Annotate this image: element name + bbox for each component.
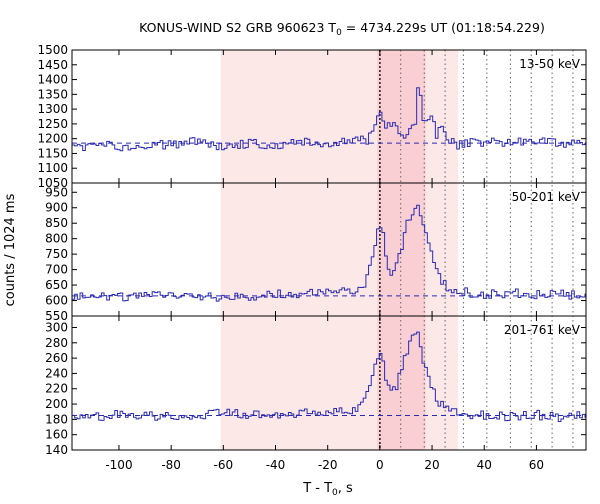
y-tick-label-2-7: 280 xyxy=(45,336,68,350)
chart-title-prefix: KONUS-WIND S2 GRB 960623 T xyxy=(139,20,336,35)
x-tick-label-8: 60 xyxy=(529,458,544,472)
chart-title: KONUS-WIND S2 GRB 960623 T0 = 4734.229s … xyxy=(139,20,545,38)
y-tick-label-1-5: 800 xyxy=(45,232,68,246)
light-curve-0 xyxy=(72,87,586,152)
x-tick-label-3: -40 xyxy=(266,458,286,472)
x-tick-label-5: 0 xyxy=(376,458,384,472)
x-axis-label-sub: 0 xyxy=(332,488,338,498)
light-curve-2 xyxy=(72,331,586,422)
x-axis-label: T - T0, s xyxy=(302,481,353,498)
y-tick-label-0-6: 1350 xyxy=(37,87,68,101)
y-tick-label-0-1: 1100 xyxy=(37,161,68,175)
y-tick-label-0-0: 1050 xyxy=(37,176,68,190)
panel-0 xyxy=(72,87,586,152)
y-tick-label-1-6: 850 xyxy=(45,216,68,230)
x-tick-label-6: 20 xyxy=(424,458,439,472)
y-tick-label-0-8: 1450 xyxy=(37,58,68,72)
y-axis-label: counts / 1024 ms xyxy=(3,193,18,306)
y-tick-label-1-3: 700 xyxy=(45,263,68,277)
y-tick-label-0-7: 1400 xyxy=(37,73,68,87)
panel-2 xyxy=(72,331,586,422)
panel-1 xyxy=(72,204,586,302)
y-tick-label-1-4: 750 xyxy=(45,247,68,261)
panel-label-0: 13-50 keV xyxy=(519,57,581,71)
panels xyxy=(72,87,586,422)
y-tick-label-2-5: 240 xyxy=(45,366,68,380)
y-tick-label-1-7: 900 xyxy=(45,201,68,215)
y-tick-label-0-2: 1150 xyxy=(37,146,68,160)
y-tick-label-1-2: 650 xyxy=(45,278,68,292)
shaded-regions xyxy=(220,50,459,450)
chart-title-suffix: = 4734.229s UT (01:18:54.229) xyxy=(342,20,545,35)
y-tick-label-2-1: 160 xyxy=(45,428,68,442)
y-tick-label-0-9: 1500 xyxy=(37,43,68,57)
y-tick-label-0-3: 1200 xyxy=(37,132,68,146)
y-tick-label-0-4: 1250 xyxy=(37,117,68,131)
y-tick-label-2-0: 140 xyxy=(45,443,68,457)
y-tick-label-1-8: 950 xyxy=(45,185,68,199)
light-curve-1 xyxy=(72,204,586,302)
x-axis: -100 -80 -60 -40 -20 0 20 40 60 xyxy=(105,458,544,472)
y-tick-label-1-1: 600 xyxy=(45,294,68,308)
panel-label-1: 50-201 keV xyxy=(512,190,581,204)
chart-labels: KONUS-WIND S2 GRB 960623 T0 = 4734.229s … xyxy=(3,20,545,498)
y-tick-label-1-0: 550 xyxy=(45,309,68,323)
y-tick-label-2-2: 180 xyxy=(45,412,68,426)
y-tick-label-2-6: 260 xyxy=(45,351,68,365)
panel-frame-2 xyxy=(71,315,587,451)
x-tick-label-7: 40 xyxy=(477,458,492,472)
panel-label-2: 201-761 keV xyxy=(504,323,581,337)
y-tick-label-2-8: 300 xyxy=(45,320,68,334)
y-tick-label-0-5: 1300 xyxy=(37,102,68,116)
panel-frames: 1050110011501200125013001350140014501500… xyxy=(37,43,587,457)
x-tick-label-0: -100 xyxy=(105,458,132,472)
dotted-vertical-lines xyxy=(379,50,574,450)
x-axis-label-suffix: , s xyxy=(338,481,353,496)
y-tick-label-2-4: 220 xyxy=(45,382,68,396)
x-tick-label-4: -20 xyxy=(318,458,338,472)
x-tick-label-1: -80 xyxy=(161,458,181,472)
x-axis-label-prefix: T - T xyxy=(302,481,332,496)
y-tick-label-2-3: 200 xyxy=(45,397,68,411)
shaded-region-1 xyxy=(377,50,426,450)
x-tick-label-2: -60 xyxy=(214,458,234,472)
chart-title-sub: 0 xyxy=(336,28,342,38)
